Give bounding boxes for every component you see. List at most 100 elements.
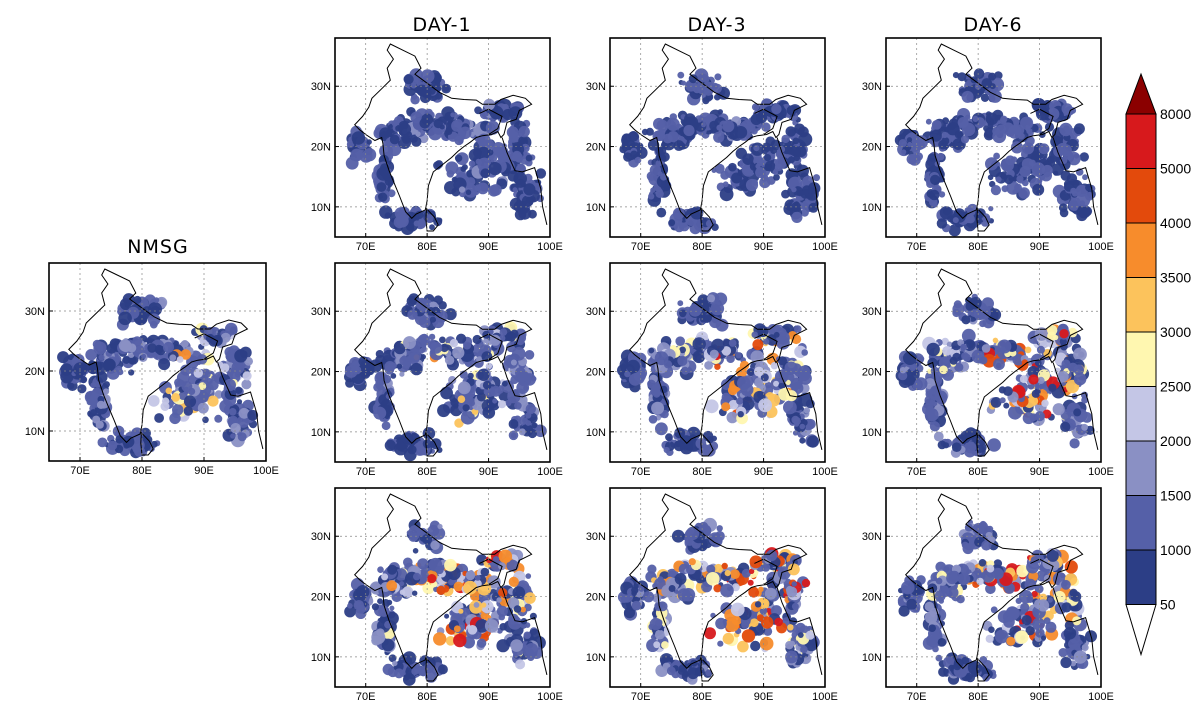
map-panels: 70E 80E 90E 100E 30N 20N 10N 70E 80E 90E 100E 30N 20…: [25, 37, 1114, 703]
lat-tick-label: 30N: [311, 81, 331, 93]
lon-tick-label: 70E: [356, 466, 376, 478]
colorbar-segment: [1125, 222, 1157, 278]
lon-tick-label: 70E: [907, 691, 927, 703]
lat-tick-label: 20N: [862, 367, 882, 379]
coastline: [354, 268, 533, 445]
rainfall-field: [344, 493, 548, 686]
lat-tick-label: 10N: [862, 202, 882, 214]
panel-frame: [609, 487, 826, 688]
lon-tick-label: 90E: [754, 691, 774, 703]
lat-tick-label: 30N: [862, 81, 882, 93]
lon-tick-label: 70E: [907, 466, 927, 478]
lat-tick-label: 10N: [311, 202, 331, 214]
lon-tick-label: 100E: [537, 691, 563, 703]
lat-tick-label: 30N: [586, 306, 606, 318]
map-panel-r2c1: 70E 80E 90E 100E 30N 20N 10N: [311, 262, 563, 478]
colorbar-label: 1000: [1160, 542, 1191, 558]
rainfall-field: [345, 43, 548, 235]
colorbar-label: 3000: [1160, 324, 1191, 340]
map-panel-r1c3: 70E 80E 90E 100E 30N 20N 10N: [862, 37, 1114, 253]
lon-tick-label: 80E: [417, 241, 437, 253]
lon-tick-label: 100E: [1088, 241, 1114, 253]
rainfall-field: [617, 493, 823, 685]
colorbar-label: 2000: [1160, 433, 1191, 449]
lon-tick-label: 90E: [479, 691, 499, 703]
lon-tick-label: 80E: [968, 466, 988, 478]
lat-tick-label: 10N: [586, 202, 606, 214]
lat-tick-label: 30N: [586, 81, 606, 93]
column-title-day3: DAY-3: [687, 14, 746, 36]
nmsg-title: NMSG: [127, 236, 188, 258]
rainfall-field: [344, 268, 548, 462]
lon-tick-label: 70E: [356, 691, 376, 703]
colorbar-label: 50: [1160, 597, 1176, 613]
lon-tick-label: 80E: [132, 465, 152, 477]
lat-tick-label: 20N: [586, 592, 606, 604]
colorbar-segment: [1125, 168, 1157, 224]
rainfall-field: [619, 43, 823, 235]
coastline: [354, 493, 533, 670]
rainfall-field: [894, 43, 1099, 237]
lon-tick-label: 90E: [479, 466, 499, 478]
lon-tick-label: 100E: [812, 241, 838, 253]
column-title-day6: DAY-6: [963, 14, 1022, 36]
panel-frame: [609, 37, 826, 238]
map-panel-r2c3: 70E 80E 90E 100E 30N 20N 10N: [862, 262, 1114, 478]
panel-frame: [48, 262, 267, 462]
lon-tick-label: 90E: [1030, 241, 1050, 253]
lat-tick-label: 10N: [586, 652, 606, 664]
colorbar-label: 1500: [1160, 488, 1191, 504]
coastline: [629, 268, 808, 445]
map-panel-r3c3: 70E 80E 90E 100E 30N 20N 10N: [862, 487, 1114, 703]
lon-tick-label: 100E: [812, 466, 838, 478]
lon-tick-label: 100E: [253, 465, 279, 477]
map-panel-nmsg: 70E 80E 90E 100E 30N 20N 10N: [25, 262, 279, 477]
lon-tick-label: 70E: [70, 465, 90, 477]
colorbar-label: 3500: [1160, 270, 1191, 286]
lat-tick-label: 20N: [862, 142, 882, 154]
lon-tick-label: 90E: [479, 241, 499, 253]
lon-tick-label: 90E: [754, 466, 774, 478]
colorbar-label: 2500: [1160, 379, 1191, 395]
lat-tick-label: 20N: [586, 142, 606, 154]
lat-tick-label: 10N: [862, 652, 882, 664]
lon-tick-label: 100E: [537, 241, 563, 253]
lon-tick-label: 80E: [968, 691, 988, 703]
lon-tick-label: 90E: [1030, 691, 1050, 703]
coastline: [905, 43, 1084, 220]
lon-tick-label: 90E: [1030, 466, 1050, 478]
lat-tick-label: 20N: [25, 366, 45, 378]
lon-tick-label: 100E: [537, 466, 563, 478]
coastline: [629, 493, 808, 670]
colorbar-segment: [1125, 331, 1157, 387]
panel-frame: [885, 37, 1102, 238]
lon-tick-label: 100E: [1088, 466, 1114, 478]
panel-frame: [334, 37, 551, 238]
lon-tick-label: 100E: [812, 691, 838, 703]
lat-tick-label: 30N: [586, 531, 606, 543]
lon-tick-label: 90E: [194, 465, 214, 477]
panel-frame: [885, 262, 1102, 463]
colorbar-segment: [1125, 495, 1157, 551]
panel-frame: [334, 487, 551, 688]
colorbar-label: 4000: [1160, 215, 1191, 231]
coastline: [354, 43, 533, 220]
colorbar-extend-max: [1125, 72, 1157, 115]
coastline: [629, 43, 808, 220]
lon-tick-label: 80E: [968, 241, 988, 253]
lon-tick-label: 80E: [417, 466, 437, 478]
lat-tick-label: 30N: [25, 306, 45, 318]
lon-tick-label: 80E: [692, 466, 712, 478]
panel-frame: [334, 262, 551, 463]
lat-tick-label: 20N: [311, 592, 331, 604]
lon-tick-label: 90E: [754, 241, 774, 253]
map-panel-r1c2: 70E 80E 90E 100E 30N 20N 10N: [586, 37, 838, 253]
colorbar-label: 8000: [1160, 106, 1191, 122]
lat-tick-label: 10N: [862, 427, 882, 439]
lon-tick-label: 70E: [631, 466, 651, 478]
map-panel-r3c2: 70E 80E 90E 100E 30N 20N 10N: [586, 487, 838, 703]
rainfall-field: [895, 268, 1099, 458]
rainfall-field: [57, 268, 264, 459]
coastline: [905, 268, 1084, 445]
